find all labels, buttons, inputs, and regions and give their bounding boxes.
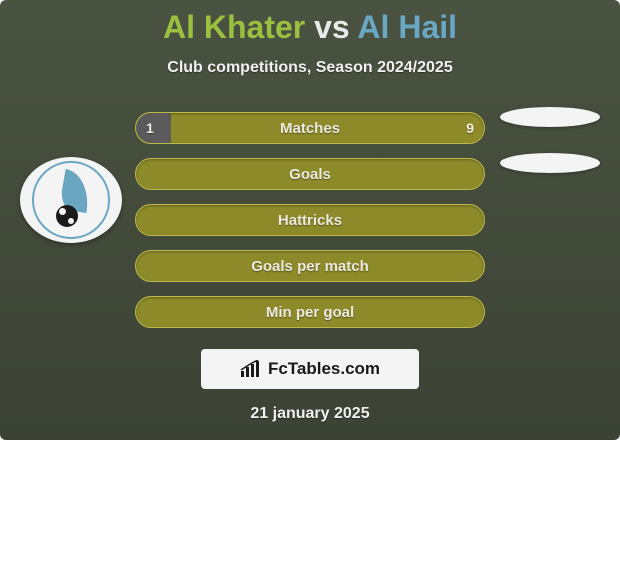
stat-label: Goals per match — [136, 251, 484, 281]
stats-area: Matches1 9 Goals Hattricks Goals per match Mi… — [0, 105, 620, 335]
vs-text: vs — [314, 9, 350, 45]
team-a-logo — [20, 157, 122, 243]
stat-row: Goals per match — [0, 243, 620, 289]
stat-value-left: 1 — [146, 113, 154, 143]
subtitle: Club competitions, Season 2024/2025 — [0, 59, 620, 77]
brand-text: FcTables.com — [268, 359, 380, 379]
stat-label: Goals — [136, 159, 484, 189]
logo-ball-icon — [56, 205, 78, 227]
page-title: Al Khater vs Al Hail — [0, 0, 620, 45]
stat-label: Min per goal — [136, 297, 484, 327]
stat-label: Matches — [136, 113, 484, 143]
stat-value-right: 9 — [466, 113, 474, 143]
stat-bar: Hattricks — [135, 204, 485, 236]
team-b-badge-2 — [500, 153, 600, 173]
stat-bar: Goals — [135, 158, 485, 190]
date-text: 21 january 2025 — [0, 405, 620, 423]
stat-label: Hattricks — [136, 205, 484, 235]
comparison-card: Al Khater vs Al Hail Club competitions, … — [0, 0, 620, 440]
stat-bar: Goals per match — [135, 250, 485, 282]
brand-chart-icon — [240, 360, 262, 378]
right-badge-stack — [500, 105, 600, 173]
stat-bar: Matches1 9 — [135, 112, 485, 144]
team-b-name: Al Hail — [357, 9, 457, 45]
team-a-logo-inner — [32, 161, 110, 239]
team-b-badge-1 — [500, 107, 600, 127]
stat-bar: Min per goal — [135, 296, 485, 328]
stat-row: Min per goal — [0, 289, 620, 335]
team-a-name: Al Khater — [163, 9, 305, 45]
brand-box[interactable]: FcTables.com — [201, 349, 419, 389]
